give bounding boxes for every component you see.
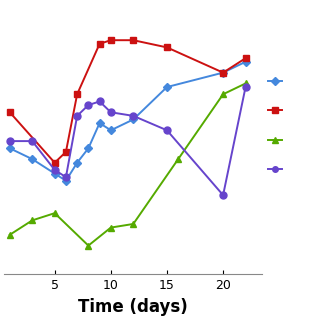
X-axis label: Time (days): Time (days) [78, 298, 188, 316]
Legend: , , , : , , , [262, 69, 287, 182]
